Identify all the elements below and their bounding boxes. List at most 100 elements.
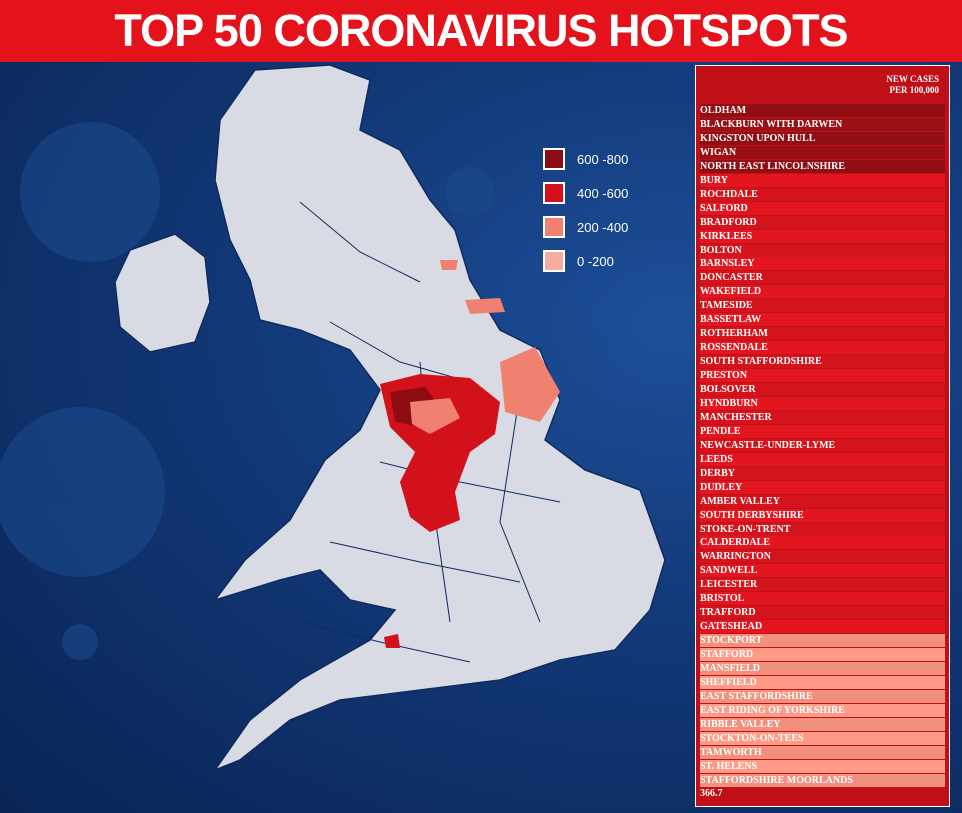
place-name: TRAFFORD <box>700 607 756 619</box>
table: NEW CASES PER 100,000 OLDHAM779.4BLACKBU… <box>695 65 950 807</box>
table-row: BLACKBURN WITH DARWEN726.1 <box>700 117 945 143</box>
place-name: DUDLEY <box>700 481 743 493</box>
place-name: SHEFFIELD <box>700 676 757 688</box>
place-name: LEEDS <box>700 453 733 465</box>
place-name: ROTHERHAM <box>700 328 768 340</box>
place-name: BLACKBURN WITH DARWEN <box>700 118 843 130</box>
title: TOP 50 CORONAVIRUS HOTSPOTS <box>0 0 962 62</box>
place-name: AMBER VALLEY <box>700 495 780 507</box>
place-name: NORTH EAST LINCOLNSHIRE <box>700 160 846 172</box>
table-row: ROTHERHAM475.9 <box>700 327 945 352</box>
table-row: WAKEFIELD494.4 <box>700 285 945 310</box>
table-row: PRESTON462.5 <box>700 369 945 394</box>
place-name: GATESHEAD <box>700 621 763 633</box>
table-row: BURY596.4 <box>700 173 945 199</box>
place-name: CALDERDALE <box>700 537 771 549</box>
place-name: BARNSLEY <box>700 258 755 270</box>
place-name: SOUTH STAFFORDSHIRE <box>700 356 822 368</box>
place-name: WIGAN <box>700 146 737 158</box>
table-row: TAMESIDE486.5 <box>700 299 945 324</box>
table-row: LEEDS435.4 <box>700 452 945 478</box>
table-row: STAFFORDSHIRE MOORLANDS 366.7 <box>700 773 945 799</box>
legend-label: 400 -600 <box>577 185 629 201</box>
table-row: SANDWELL415.3 <box>700 564 945 589</box>
table-row: STOKE-ON-TRENT419.3 <box>700 522 945 548</box>
place-name: SOUTH DERBYSHIRE <box>700 509 804 521</box>
table-row: ROCHDALE591.2 <box>700 187 945 213</box>
table-row: ST. HELENS369.9 <box>700 759 945 785</box>
table-row: DONCASTER496.6 <box>700 271 945 296</box>
legend-swatch <box>543 182 565 204</box>
table-row: SOUTH STAFFORDSHIRE467.8 <box>700 355 945 380</box>
table-row: OLDHAM779.4 <box>700 104 945 129</box>
place-name: BOLTON <box>700 244 742 256</box>
place-name: DONCASTER <box>700 272 763 284</box>
hotspots <box>380 260 560 648</box>
table-row: MANSFIELD393.4 <box>700 662 945 687</box>
place-name: ST. HELENS <box>700 760 758 772</box>
table-row: STOCKPORT398.7 <box>700 634 945 659</box>
place-name: SANDWELL <box>700 565 758 577</box>
table-row: TAMWORTH370.3 <box>700 745 945 771</box>
legend-label: 200 -400 <box>577 219 629 235</box>
legend-item: 400 -600 <box>543 182 628 204</box>
table-header: PER 100,000 <box>889 85 940 95</box>
table-header: NEW CASES <box>886 74 939 84</box>
place-name: RIBBLE VALLEY <box>700 718 781 730</box>
table-row: SOUTH DERBYSHIRE421.4 <box>700 508 945 534</box>
table-row: CALDERDALE418.5 <box>700 536 945 561</box>
table-row: EAST STAFFORDSHIRE390.8 <box>700 689 945 715</box>
table-row: BOLTON542.2 <box>700 243 945 269</box>
place-name: WARRINGTON <box>700 551 771 563</box>
place-name: SALFORD <box>700 202 748 214</box>
place-name: MANCHESTER <box>700 411 772 423</box>
legend-item: 200 -400 <box>543 216 628 238</box>
table-row: GATESHEAD401.9 <box>700 620 945 645</box>
place-name: BASSETLAW <box>700 314 762 326</box>
place-name: DERBY <box>700 467 736 479</box>
table-row: EAST RIDING OF YORKSHIRE380.2 <box>700 703 945 729</box>
place-name: PRESTON <box>700 370 748 382</box>
table-row: NORTH EAST LINCOLNSHIRE607.3 <box>700 159 945 185</box>
table-row: AMBER VALLEY426.1 <box>700 494 945 520</box>
place-name: KINGSTON UPON HULL <box>700 132 816 144</box>
place-name: STOCKPORT <box>700 635 763 647</box>
table-row: BOLSOVER455.5 <box>700 383 945 408</box>
legend-item: 0 -200 <box>543 250 614 272</box>
table-row: MANCHESTER451.7 <box>700 410 945 436</box>
legend-label: 600 -800 <box>577 151 629 167</box>
table-row: KIRKLEES551.4 <box>700 229 945 255</box>
place-name: BRISTOL <box>700 593 745 605</box>
table-row: WARRINGTON418.1 <box>700 550 945 575</box>
place-name: ROSSENDALE <box>700 342 768 354</box>
table-row: BRADFORD578.9 <box>700 215 945 241</box>
table-row: BARNSLEY507.2 <box>700 257 945 282</box>
table-row: ROSSENDALE475.6 <box>700 341 945 366</box>
table-row: HYNDBURN455.3 <box>700 396 945 422</box>
place-name: STAFFORD <box>700 649 754 661</box>
table-row: NEWCASTLE-UNDER-LYME440.4 <box>700 438 945 464</box>
legend-label: 0 -200 <box>577 253 614 269</box>
case-rate: 366.7 <box>700 787 723 799</box>
place-name: PENDLE <box>700 425 741 437</box>
place-name: STOKE-ON-TRENT <box>700 523 791 535</box>
table-row: SHEFFIELD390.9 <box>700 675 945 701</box>
table-row: BRISTOL410 <box>700 592 945 617</box>
place-name: TAMESIDE <box>700 300 753 312</box>
boundaries <box>299 201 561 663</box>
legend-swatch <box>543 216 565 238</box>
place-name: LEICESTER <box>700 579 758 591</box>
place-name: STOCKTON-ON-TEES <box>700 732 804 744</box>
legend-item: 600 -800 <box>543 148 628 170</box>
table-row: WIGAN626.8 <box>700 145 945 171</box>
table-row: SALFORD587.6 <box>700 201 945 227</box>
table-row: DERBY433.3 <box>700 466 945 492</box>
place-name: MANSFIELD <box>700 663 761 674</box>
place-name: BURY <box>700 174 728 186</box>
place-name: KIRKLEES <box>700 230 753 242</box>
table-row: RIBBLE VALLEY376.1 <box>700 717 945 743</box>
place-name: BOLSOVER <box>700 384 756 395</box>
place-name: ROCHDALE <box>700 188 758 200</box>
table-row: BASSETLAW483.6 <box>700 313 945 338</box>
